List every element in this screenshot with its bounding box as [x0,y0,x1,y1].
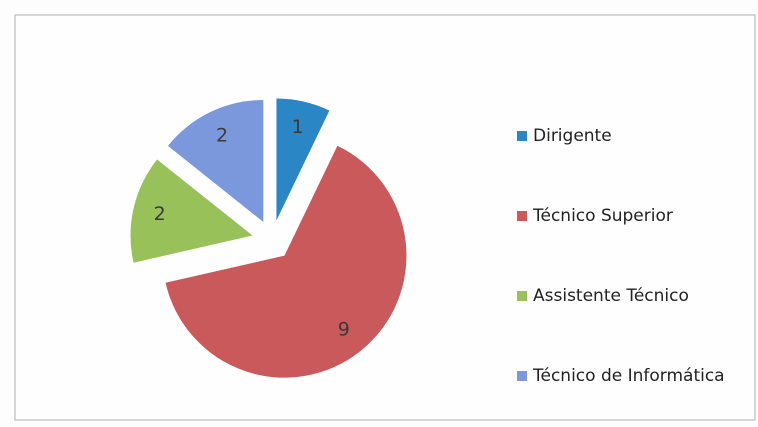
data-label: 2 [154,203,166,225]
data-label: 9 [338,319,350,341]
legend-label: Dirigente [533,126,612,146]
pie-slice [130,159,253,263]
legend-label: Técnico de Informática [532,366,725,386]
data-label: 1 [292,116,304,138]
legend-swatch [517,371,527,381]
legend-label: Técnico Superior [532,206,673,226]
pie-slice [165,145,407,378]
pie-slice [167,99,264,222]
legend-swatch [517,131,527,141]
legend-swatch [517,291,527,301]
legend-label: Assistente Técnico [533,286,689,306]
legend-swatch [517,211,527,221]
pie-slice [276,98,330,221]
data-label: 2 [216,125,228,147]
